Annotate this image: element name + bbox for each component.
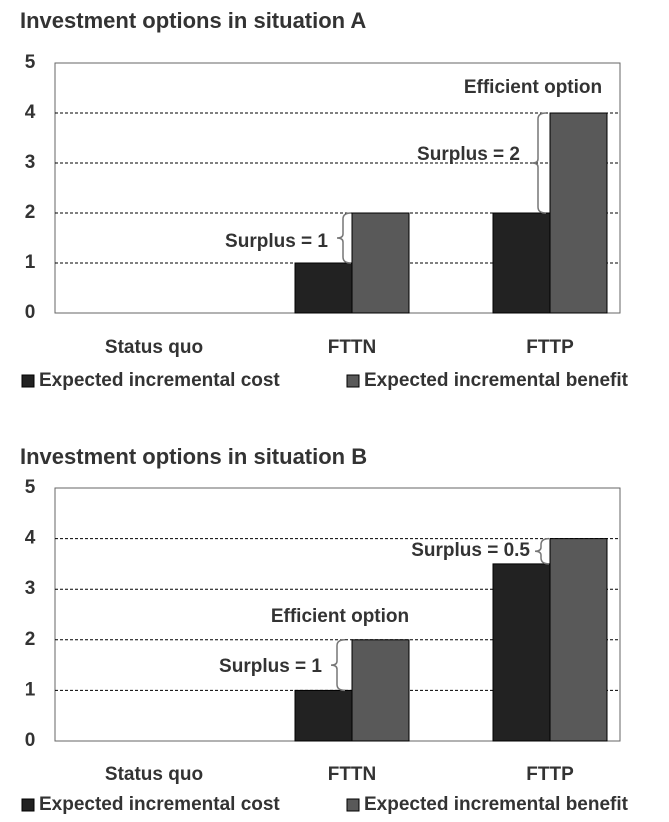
y-tick-label: 0 <box>25 302 36 323</box>
brace <box>330 639 346 692</box>
legend-swatch <box>346 798 360 812</box>
legend-label: Expected incremental cost <box>39 370 280 391</box>
brace <box>531 112 547 214</box>
y-tick-label: 5 <box>25 477 36 498</box>
y-tick-label: 2 <box>25 202 36 223</box>
bar <box>549 112 608 314</box>
bar <box>294 262 353 314</box>
legend-swatch <box>21 374 35 388</box>
y-tick-label: 0 <box>25 730 36 751</box>
bar <box>294 689 353 742</box>
legend-label: Expected incremental cost <box>39 794 280 815</box>
brace <box>336 212 352 264</box>
legend-label: Expected incremental benefit <box>364 370 629 391</box>
y-tick-label: 3 <box>25 152 36 173</box>
x-tick-label: FTTN <box>328 337 377 358</box>
bar <box>492 212 551 314</box>
y-tick-label: 1 <box>25 252 36 273</box>
y-tick-label: 4 <box>25 528 36 549</box>
x-tick-label: Status quo <box>105 337 203 358</box>
bar <box>351 212 410 314</box>
bar <box>549 538 608 742</box>
annotation: Surplus = 1 <box>219 656 322 677</box>
x-tick-label: FTTP <box>526 764 574 785</box>
x-tick-label: FTTP <box>526 337 574 358</box>
bar <box>492 563 551 742</box>
y-tick-label: 2 <box>25 629 36 650</box>
annotation: Surplus = 0.5 <box>411 540 530 561</box>
y-tick-label: 5 <box>25 52 36 73</box>
chart-title: Investment options in situation B <box>20 444 367 469</box>
brace <box>534 537 550 565</box>
chart-title: Investment options in situation A <box>20 8 366 33</box>
annotation: Efficient option <box>464 77 602 98</box>
y-tick-label: 3 <box>25 578 36 599</box>
annotation: Surplus = 1 <box>225 231 328 252</box>
x-tick-label: FTTN <box>328 764 377 785</box>
legend-label: Expected incremental benefit <box>364 794 629 815</box>
x-tick-label: Status quo <box>105 764 203 785</box>
legend-swatch <box>21 798 35 812</box>
y-tick-label: 1 <box>25 679 36 700</box>
annotation: Surplus = 2 <box>417 144 520 165</box>
bar <box>351 639 410 742</box>
y-tick-label: 4 <box>25 102 36 123</box>
legend-swatch <box>346 374 360 388</box>
annotation: Efficient option <box>271 606 409 627</box>
